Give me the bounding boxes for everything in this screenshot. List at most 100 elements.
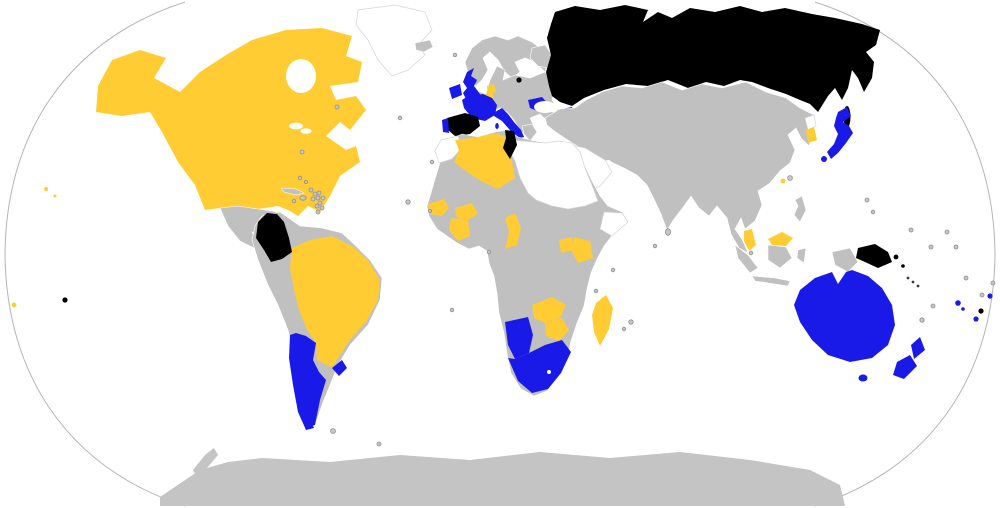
gambia-dot bbox=[427, 208, 432, 213]
iceland bbox=[414, 39, 434, 53]
region-scandinavia bbox=[464, 35, 549, 87]
libya-egypt-sudan bbox=[508, 139, 599, 210]
vanuatu-dot bbox=[930, 303, 936, 309]
micronesia-dot-3 bbox=[928, 244, 934, 250]
region-borneo-south bbox=[767, 244, 793, 269]
tasmania bbox=[858, 374, 868, 382]
pacific-east-black-dot bbox=[978, 308, 984, 314]
kaliningrad bbox=[516, 77, 522, 83]
country-tunisia bbox=[503, 130, 517, 159]
country-senegal bbox=[428, 199, 449, 216]
sri-lanka bbox=[665, 228, 672, 236]
maldives-dot bbox=[652, 243, 658, 249]
country-cote-divoire bbox=[449, 218, 470, 241]
region-java bbox=[751, 275, 791, 287]
hong-kong-dot bbox=[780, 178, 786, 184]
somalia bbox=[599, 211, 629, 237]
great-lakes-2 bbox=[300, 128, 312, 134]
great-lakes-1 bbox=[289, 122, 303, 130]
country-cameroon bbox=[505, 213, 521, 249]
guam-dot bbox=[864, 197, 870, 203]
country-paraguay bbox=[316, 340, 337, 366]
antarctica bbox=[160, 452, 845, 506]
south-georgia-dot bbox=[376, 441, 382, 447]
faroe-dot bbox=[452, 52, 458, 58]
micronesia-dot-2 bbox=[944, 229, 950, 235]
country-brazil bbox=[290, 236, 380, 368]
country-zambia bbox=[532, 297, 566, 323]
st-helena-dot bbox=[449, 307, 455, 313]
black-sea bbox=[534, 101, 556, 113]
country-france bbox=[462, 94, 497, 121]
country-japan bbox=[827, 107, 853, 159]
country-south-korea bbox=[806, 127, 817, 143]
country-ireland bbox=[449, 84, 462, 99]
country-malaysia-borneo bbox=[768, 232, 793, 246]
country-italy bbox=[494, 108, 524, 139]
hawaii-dot-1 bbox=[44, 187, 48, 191]
country-uruguay bbox=[332, 360, 347, 376]
marianas-dot bbox=[870, 209, 876, 215]
taiwan-dot bbox=[787, 175, 793, 181]
hudson-bay bbox=[286, 59, 316, 93]
tokelau-dot bbox=[990, 280, 996, 286]
map-frame-right bbox=[814, 1, 996, 507]
pacific-west-yellow-dot bbox=[11, 302, 17, 308]
country-united-kingdom bbox=[463, 68, 480, 101]
bahamas-dot-2 bbox=[303, 179, 308, 184]
cook-islands-dot bbox=[62, 297, 68, 303]
country-netherlands bbox=[487, 84, 496, 94]
region-sumatra bbox=[734, 244, 759, 274]
mauritius-dot bbox=[628, 319, 634, 325]
map-frame-left bbox=[4, 1, 186, 507]
region-philippines bbox=[793, 195, 807, 223]
new-caledonia-dot bbox=[919, 317, 925, 323]
country-madagascar bbox=[592, 295, 613, 346]
antarctic-peninsula bbox=[193, 448, 218, 476]
hispaniola bbox=[299, 195, 307, 201]
north-atlantic-dot bbox=[334, 104, 340, 110]
sardinia bbox=[495, 123, 499, 129]
sao-tome-dot bbox=[486, 249, 492, 255]
wallis-dot bbox=[979, 292, 985, 298]
micronesia-dot-1 bbox=[908, 227, 914, 233]
country-argentina bbox=[296, 333, 326, 427]
country-spain bbox=[447, 113, 480, 136]
samoa-dot bbox=[987, 293, 993, 299]
tuvalu-dot bbox=[963, 275, 969, 281]
country-burkina-faso bbox=[455, 203, 478, 220]
bahamas-dot-1 bbox=[297, 175, 303, 181]
region-greece bbox=[521, 123, 538, 142]
solomon-islands bbox=[906, 276, 920, 288]
region-west-new-guinea bbox=[831, 247, 859, 273]
bermuda-dot bbox=[299, 149, 305, 155]
country-malaysia-peninsula bbox=[744, 229, 756, 251]
region-asia bbox=[544, 81, 815, 254]
canary-dot bbox=[429, 159, 435, 165]
greenland bbox=[355, 4, 433, 77]
country-kenya bbox=[572, 237, 593, 263]
country-russia bbox=[546, 5, 880, 112]
tonga-dot bbox=[973, 316, 979, 322]
azores-dot bbox=[397, 115, 403, 121]
caribbean-islands bbox=[308, 187, 326, 215]
fiji-dot bbox=[955, 300, 961, 306]
country-new-zealand-north bbox=[911, 337, 925, 359]
comoros-dot bbox=[593, 288, 599, 294]
seychelles-dot bbox=[610, 267, 616, 273]
singapore-dot bbox=[748, 250, 754, 256]
country-papua-new-guinea bbox=[856, 244, 892, 268]
country-colombia bbox=[256, 213, 292, 262]
country-south-africa bbox=[508, 340, 571, 393]
jamaica-dot bbox=[291, 198, 297, 204]
country-zimbabwe bbox=[545, 318, 569, 341]
bougainville bbox=[901, 264, 905, 268]
north-korea bbox=[804, 114, 817, 131]
lesotho bbox=[547, 370, 551, 374]
kiribati-dot bbox=[953, 244, 959, 250]
country-cuba bbox=[280, 187, 305, 196]
region-sulawesi bbox=[796, 247, 807, 264]
new-britain bbox=[893, 254, 899, 260]
country-namibia bbox=[505, 317, 533, 359]
